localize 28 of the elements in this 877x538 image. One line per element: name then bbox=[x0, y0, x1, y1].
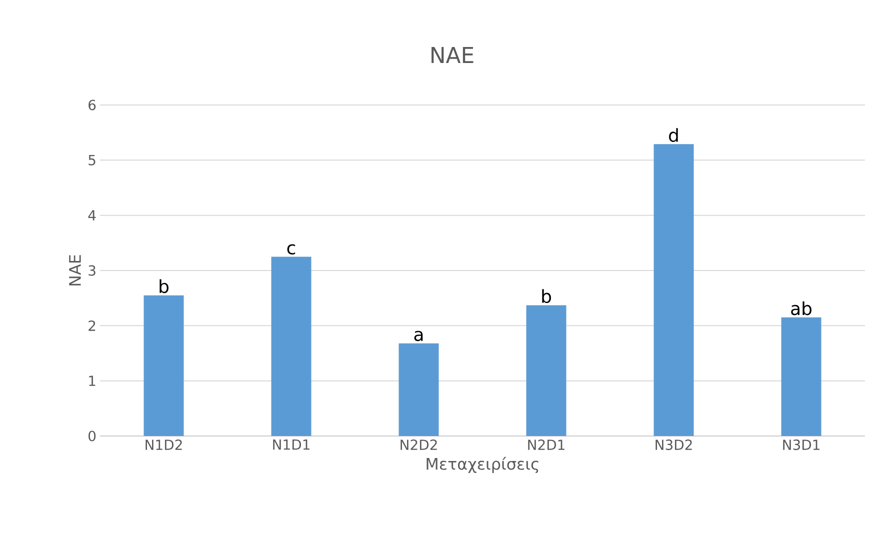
bar bbox=[271, 256, 312, 436]
y-axis-title: NAE bbox=[69, 255, 81, 286]
y-tick-label: 1 bbox=[89, 376, 96, 386]
bar bbox=[781, 317, 822, 436]
bar bbox=[654, 144, 694, 436]
y-tick-label: 3 bbox=[88, 265, 96, 276]
annotation: b bbox=[542, 289, 551, 304]
annotation: a bbox=[414, 330, 423, 342]
x-tick-label: N2D2 bbox=[400, 440, 437, 450]
annotation: ab bbox=[791, 301, 812, 316]
y-tick-label: 6 bbox=[88, 100, 96, 110]
x-tick-label: N3D1 bbox=[783, 440, 820, 450]
annotation: d bbox=[669, 128, 678, 142]
x-tick-label: N2D1 bbox=[528, 440, 564, 450]
annotation: c bbox=[287, 244, 296, 255]
y-tick-label: 0 bbox=[88, 430, 96, 442]
x-tick-label: N3D2 bbox=[656, 440, 692, 450]
x-tick-label: N1D2 bbox=[146, 440, 182, 450]
chart-title: NAE bbox=[432, 47, 474, 63]
y-tick-label: 4 bbox=[88, 210, 96, 220]
y-tick-label: 5 bbox=[88, 154, 96, 166]
bar bbox=[526, 305, 566, 436]
annotation: b bbox=[160, 279, 168, 294]
y-tick-label: 2 bbox=[88, 320, 96, 331]
x-tick-label: N1D1 bbox=[273, 440, 310, 450]
bar bbox=[144, 295, 184, 436]
bar bbox=[398, 343, 439, 436]
x-axis-title: Μεταχειρίσεις bbox=[426, 456, 538, 473]
